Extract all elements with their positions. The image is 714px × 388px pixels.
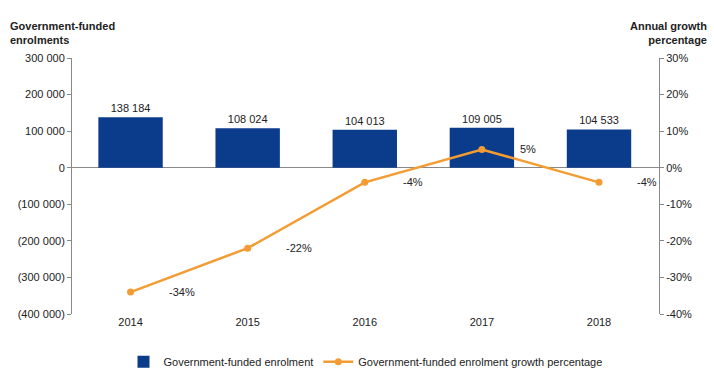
svg-text:Government-fundedenrolments: Government-fundedenrolments	[10, 20, 115, 46]
svg-text:100 000: 100 000	[25, 125, 65, 137]
svg-text:5%: 5%	[520, 143, 536, 155]
svg-text:Government-funded enrolment gr: Government-funded enrolment growth perce…	[358, 356, 602, 368]
svg-text:-20%: -20%	[666, 235, 692, 247]
svg-text:(200 000): (200 000)	[18, 235, 65, 247]
svg-text:(100 000): (100 000)	[18, 198, 65, 210]
svg-text:-34%: -34%	[169, 286, 195, 298]
svg-text:-10%: -10%	[666, 198, 692, 210]
svg-text:0%: 0%	[666, 162, 682, 174]
svg-text:2017: 2017	[470, 316, 494, 328]
svg-text:138 184: 138 184	[111, 102, 151, 114]
svg-text:200 000: 200 000	[25, 88, 65, 100]
svg-text:Government-funded enrolment: Government-funded enrolment	[164, 356, 314, 368]
svg-text:Annual growthpercentage: Annual growthpercentage	[630, 20, 707, 46]
svg-text:-22%: -22%	[286, 242, 312, 254]
svg-text:2018: 2018	[587, 316, 611, 328]
svg-text:109 005: 109 005	[462, 113, 502, 125]
svg-text:-4%: -4%	[403, 176, 423, 188]
svg-text:-40%: -40%	[666, 308, 692, 320]
svg-text:0: 0	[59, 162, 65, 174]
svg-text:30%: 30%	[666, 52, 688, 64]
svg-text:104 013: 104 013	[345, 115, 385, 127]
svg-text:104 533: 104 533	[579, 114, 619, 126]
svg-text:2016: 2016	[353, 316, 377, 328]
svg-text:300 000: 300 000	[25, 52, 65, 64]
svg-text:-30%: -30%	[666, 271, 692, 283]
svg-text:2015: 2015	[235, 316, 259, 328]
svg-text:(400 000): (400 000)	[18, 308, 65, 320]
svg-text:108 024: 108 024	[228, 113, 268, 125]
svg-text:-4%: -4%	[637, 176, 657, 188]
svg-text:20%: 20%	[666, 88, 688, 100]
svg-text:10%: 10%	[666, 125, 688, 137]
svg-text:(300 000): (300 000)	[18, 271, 65, 283]
svg-text:2014: 2014	[118, 316, 142, 328]
